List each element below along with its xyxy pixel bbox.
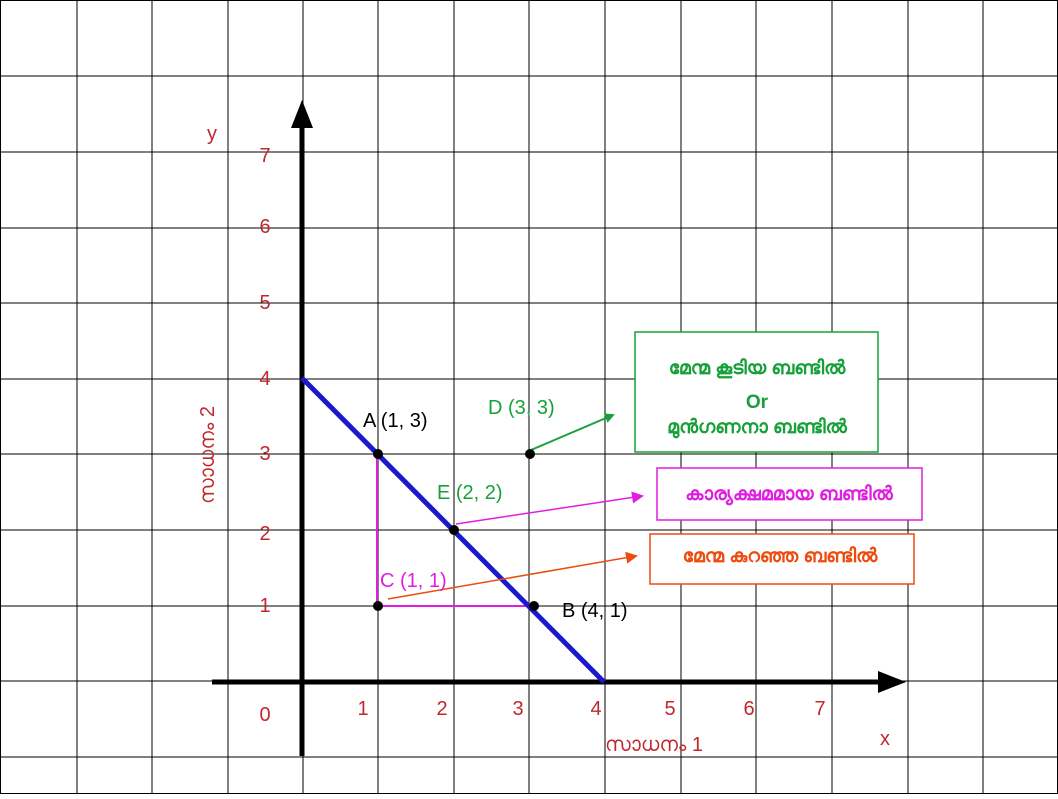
x-axis-title: സാധനം 1 [605, 734, 703, 756]
y-tick-label: 3 [259, 443, 270, 465]
y-tick-label: 7 [259, 145, 270, 167]
arrow-e-to-magenta-box [455, 491, 644, 525]
green-box-line1: മേന്മ കൂടിയ ബണ്ടിൽ [669, 357, 846, 379]
y-tick-label: 4 [259, 368, 270, 390]
x-tick-label: 1 [357, 698, 368, 720]
green-box-line2: Or [746, 392, 769, 413]
point-label-c: C (1, 1) [380, 570, 447, 592]
y-tick-labels: 1 2 3 4 5 6 7 [259, 145, 270, 617]
point-label-d: D (3, 3) [488, 397, 555, 419]
points-layer: A (1, 3) B (4, 1) C (1, 1) D (3, 3) E (2, 2) [363, 397, 628, 622]
x-tick-label: 5 [664, 698, 675, 720]
y-tick-label: 1 [259, 595, 270, 617]
y-axis-title: സാധനം 2 [197, 406, 219, 504]
magenta-box [656, 467, 923, 521]
point-a [373, 449, 383, 459]
x-tick-label: 4 [590, 698, 601, 720]
point-e [449, 525, 459, 535]
point-label-a: A (1, 3) [363, 410, 427, 432]
point-d [525, 449, 535, 459]
green-box [634, 331, 879, 453]
x-tick-label: 6 [743, 698, 754, 720]
y-axis-arrowhead [291, 100, 313, 128]
arrow-c-to-orange-box [387, 551, 638, 600]
point-label-e: E (2, 2) [437, 482, 503, 504]
x-axis-arrowhead [878, 671, 906, 693]
green-box-line3: മുൻഗണനാ ബണ്ടിൽ [667, 416, 848, 439]
magenta-box-text: കാര്യക്ഷമമായ ബണ്ടിൽ [685, 483, 893, 506]
y-tick-label: 2 [259, 523, 270, 545]
point-b [529, 601, 539, 611]
x-tick-label: 2 [436, 698, 447, 720]
x-tick-label: 3 [512, 698, 523, 720]
y-axis-letter: y [207, 123, 217, 145]
point-c [373, 601, 383, 611]
y-tick-label: 6 [259, 216, 270, 238]
x-tick-label: 7 [814, 698, 825, 720]
x-tick-labels: 1 2 3 4 5 6 7 [357, 698, 825, 720]
point-label-b: B (4, 1) [562, 600, 628, 622]
x-axis-letter: x [880, 728, 890, 750]
origin-label: 0 [259, 704, 270, 726]
arrow-d-to-green-box [530, 413, 615, 451]
y-tick-label: 5 [259, 292, 270, 314]
orange-box-text: മേന്മ കുറഞ്ഞ ബണ്ടിൽ [683, 545, 879, 567]
orange-box [649, 533, 915, 585]
